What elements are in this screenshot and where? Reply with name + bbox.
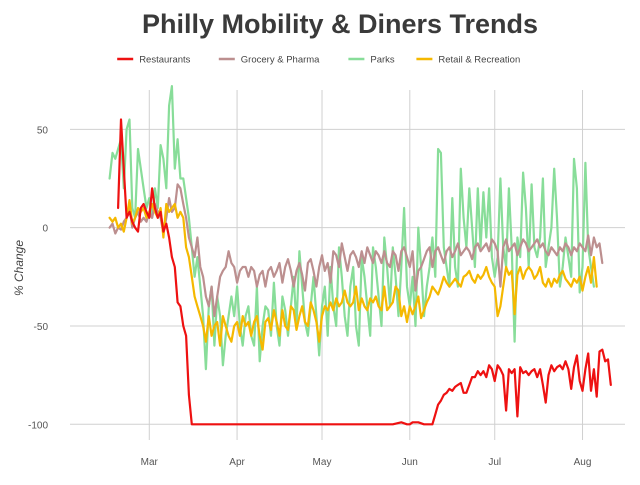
y-tick-label: 50 (37, 125, 49, 136)
legend-item-parks: Parks (348, 55, 395, 66)
series-line-retail-and-recreation (108, 199, 598, 351)
x-tick-label: Apr (229, 457, 245, 468)
legend-item-restaurants: Restaurants (117, 55, 191, 66)
legend-item-grocery-and-pharma: Grocery & Pharma (218, 55, 320, 66)
legend: Restaurants Grocery & Pharma Parks Retail &… (117, 55, 520, 66)
series-line-grocery-and-pharma (108, 183, 604, 318)
x-tick-label: Jun (402, 457, 418, 468)
y-tick-label: 0 (42, 224, 48, 235)
legend-label: Grocery & Pharma (241, 55, 320, 66)
x-tick-label: May (313, 457, 332, 468)
y-tick-label: -100 (28, 420, 48, 431)
legend-item-retail-and-recreation: Retail & Recreation (416, 55, 520, 66)
y-axis-label: % Change (12, 240, 26, 296)
legend-label: Retail & Recreation (438, 55, 520, 66)
x-tick-label: Aug (574, 457, 592, 468)
legend-label: Parks (370, 55, 395, 66)
x-tick-label: Jul (488, 457, 501, 468)
legend-label: Restaurants (139, 55, 190, 66)
x-tick-label: Mar (141, 457, 159, 468)
axis-tick-labels: 50 0 -50 -100 Mar Apr May Jun Jul Aug (28, 125, 591, 468)
y-tick-label: -50 (34, 322, 49, 333)
chart-title: Philly Mobility & Diners Trends (142, 9, 538, 39)
series-lines (108, 85, 612, 426)
series-line-restaurants (117, 118, 612, 426)
